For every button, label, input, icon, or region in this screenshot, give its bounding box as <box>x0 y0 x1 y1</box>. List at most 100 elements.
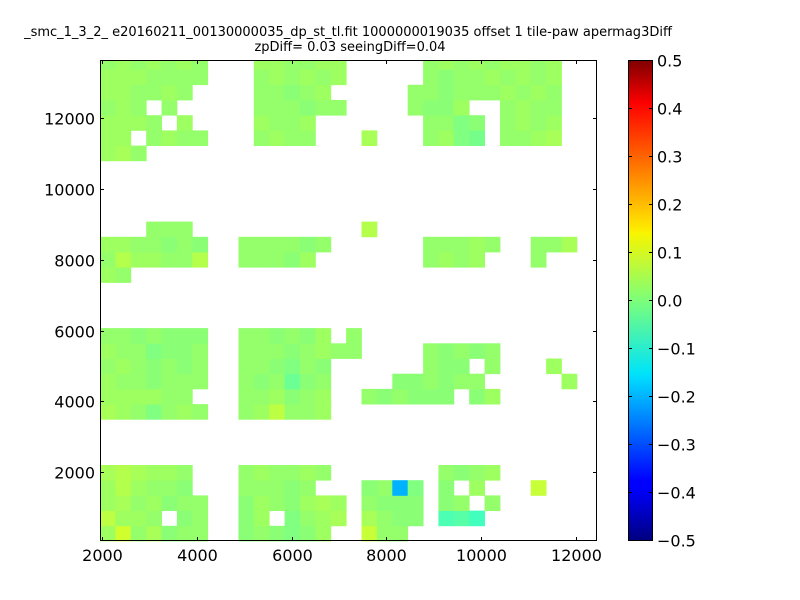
heatmap-cell <box>407 495 424 511</box>
heatmap-cell <box>315 60 332 70</box>
heatmap-cell <box>500 84 516 101</box>
heatmap-cell <box>269 343 285 359</box>
heatmap-cell <box>100 495 116 511</box>
colorbar-tick-label: −0.1 <box>657 340 696 359</box>
heatmap-cell <box>161 328 178 344</box>
heatmap-cell <box>484 343 501 359</box>
heatmap-cell <box>300 130 316 146</box>
heatmap-cell <box>438 69 455 86</box>
heatmap-cell <box>407 480 424 496</box>
heatmap-cell <box>407 373 424 390</box>
heatmap-cell <box>253 343 270 359</box>
heatmap-cell <box>392 388 409 405</box>
heatmap-cell <box>423 130 439 146</box>
heatmap-cell <box>115 465 132 481</box>
heatmap-cell <box>146 221 162 238</box>
colorbar-tick-label: 0.5 <box>657 52 682 71</box>
heatmap-cell <box>192 495 209 511</box>
heatmap-cell <box>330 100 347 116</box>
heatmap-cell <box>300 358 316 375</box>
heatmap-cell <box>146 60 162 70</box>
heatmap-cell <box>100 100 116 116</box>
heatmap-cell <box>115 373 132 390</box>
heatmap-cell <box>315 69 332 86</box>
heatmap-cell <box>438 495 455 511</box>
heatmap-cell <box>176 60 193 70</box>
heatmap-cell <box>330 495 347 511</box>
heatmap-cell <box>300 510 316 527</box>
heatmap-cell <box>438 115 455 131</box>
heatmap-cell <box>546 358 562 375</box>
heatmap-cell <box>253 373 270 390</box>
heatmap-cell <box>438 60 455 70</box>
x-tick-label: 4000 <box>177 546 218 565</box>
heatmap-cell <box>269 358 285 375</box>
heatmap-cell <box>192 404 209 420</box>
heatmap-cell <box>238 358 255 375</box>
heatmap-cell <box>146 465 162 481</box>
heatmap-cell <box>176 343 193 359</box>
heatmap-cell <box>469 510 485 527</box>
heatmap-cell <box>161 373 178 390</box>
heatmap-cell <box>453 69 470 86</box>
heatmap-cell <box>115 388 132 405</box>
heatmap-cell <box>100 115 116 131</box>
heatmap-cell <box>315 358 332 375</box>
heatmap-cell <box>453 100 470 116</box>
heatmap-cell <box>161 100 178 116</box>
heatmap-cell <box>100 510 116 527</box>
heatmap-cell <box>146 495 162 511</box>
heatmap-cell <box>238 510 255 527</box>
heatmap-cell <box>515 115 532 131</box>
heatmap-cell <box>284 252 301 268</box>
heatmap-cell <box>161 358 178 375</box>
heatmap-cell <box>100 373 116 390</box>
heatmap-cell <box>407 388 424 405</box>
heatmap-cell <box>130 236 147 253</box>
colorbar-ticks: 0.5 0.4 0.3 0.2 0.1 0.0 −0.1 −0.2 −0.3 −0.4 −0.5 <box>628 52 696 551</box>
heatmap-cell <box>130 60 147 70</box>
heatmap-cell <box>438 465 455 481</box>
heatmap-cell <box>315 510 332 527</box>
heatmap-cell <box>161 130 178 146</box>
heatmap-cell <box>161 465 178 481</box>
heatmap-cell <box>546 100 562 116</box>
heatmap-cell <box>130 358 147 375</box>
heatmap-cell <box>315 525 332 542</box>
heatmap-cell <box>176 495 193 511</box>
heatmap-cell <box>484 236 501 253</box>
heatmap-cell <box>130 465 147 481</box>
heatmap-cell <box>500 100 516 116</box>
heatmap-cell <box>176 252 193 268</box>
heatmap-cell <box>315 100 332 116</box>
y-tick-label: 10000 <box>44 181 95 200</box>
heatmap-cell <box>300 480 316 496</box>
heatmap-cell <box>238 480 255 496</box>
heatmap-cell <box>315 404 332 420</box>
heatmap-cell <box>438 373 455 390</box>
heatmap-cell <box>469 388 485 405</box>
heatmap-cell <box>100 84 116 101</box>
heatmap-cell <box>469 480 485 496</box>
heatmap-cell <box>100 252 116 268</box>
heatmap-cell <box>146 236 162 253</box>
heatmap-cell <box>146 69 162 86</box>
heatmap-cell <box>530 130 547 146</box>
heatmap-cell <box>376 525 393 542</box>
heatmap-cell <box>115 100 132 116</box>
heatmap-cell <box>115 358 132 375</box>
heatmap-cell <box>376 388 393 405</box>
heatmap-cell <box>253 495 270 511</box>
heatmap-cell <box>115 404 132 420</box>
heatmap-cell <box>453 84 470 101</box>
heatmap-cell <box>146 328 162 344</box>
heatmap-cell <box>438 480 455 496</box>
heatmap-cell <box>300 525 316 542</box>
heatmap-cell <box>392 480 409 496</box>
x-tick-label: 2000 <box>82 546 123 565</box>
heatmap-cell <box>484 84 501 101</box>
heatmap-cell <box>253 510 270 527</box>
heatmap-cell <box>392 373 409 390</box>
heatmap-cell <box>284 328 301 344</box>
heatmap-cell <box>469 252 485 268</box>
